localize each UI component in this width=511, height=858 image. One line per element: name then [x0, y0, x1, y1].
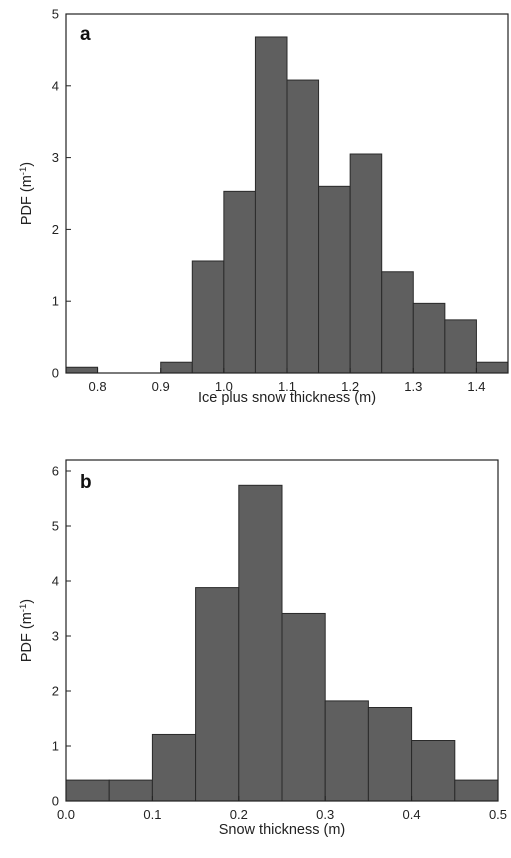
y-tick-label: 4: [52, 574, 59, 589]
y-axis-label-main: PDF (m: [19, 175, 35, 225]
y-tick-label: 0: [52, 794, 59, 809]
histogram-bar: [223, 190, 256, 374]
histogram-bar: [65, 366, 99, 374]
panel-letter: b: [80, 472, 92, 493]
histogram-bar: [254, 36, 288, 374]
x-axis-label: Snow thickness (m): [219, 822, 346, 838]
y-tick-label: 1: [52, 739, 59, 754]
histogram-bar: [160, 361, 193, 374]
histogram-bar: [65, 779, 110, 802]
histogram-bar: [454, 779, 499, 802]
x-axis-label: Ice plus snow thickness (m): [198, 390, 376, 406]
y-axis-label-superscript: -1: [18, 167, 29, 175]
x-tick-label: 0.5: [489, 807, 507, 822]
histogram-bar: [324, 700, 369, 802]
x-tick-label: 1.3: [404, 379, 422, 394]
histogram-bar: [281, 612, 326, 802]
panel-a: 0 1 2 3 4 5 0.8 0.9 1.0 1.1 1.2 1.3 1.4 Ice plus snow…: [18, 7, 509, 406]
y-tick-label: 2: [52, 684, 59, 699]
x-tick-label: 1.4: [467, 379, 485, 394]
histogram-bar: [412, 302, 446, 374]
histogram-bar: [349, 153, 383, 374]
histogram-bar: [191, 260, 225, 374]
histogram-bar: [286, 79, 320, 374]
histogram-bar: [475, 361, 509, 374]
histogram-bar: [411, 740, 456, 802]
y-tick-label: 2: [52, 222, 59, 237]
y-axis-label-superscript: -1: [18, 604, 29, 612]
x-tick-label: 0.0: [57, 807, 75, 822]
y-tick-label: 5: [52, 7, 59, 22]
panel-b: 0 1 2 3 4 5 6 0.0 0.1 0.2 0.3 0.4 0.5 Snow thickness …: [18, 459, 507, 838]
histogram-bar: [381, 271, 414, 374]
panel-letter: a: [80, 24, 91, 45]
histogram-bar: [444, 319, 477, 374]
x-tick-label: 0.3: [316, 807, 334, 822]
y-axis-label-close: ): [19, 599, 35, 604]
plot-frame: [65, 459, 499, 802]
y-tick-label: 4: [52, 78, 59, 93]
x-tick-label: 0.9: [152, 379, 170, 394]
histogram-bar: [108, 779, 153, 802]
x-tick-label: 0.8: [89, 379, 107, 394]
x-tick-label: 1.0: [215, 379, 233, 394]
x-tick-label: 0.4: [403, 807, 421, 822]
y-axis-label-close: ): [19, 162, 35, 167]
x-tick-label: 0.1: [143, 807, 161, 822]
y-tick-label: 3: [52, 150, 59, 165]
y-tick-label: 0: [52, 366, 59, 381]
x-tick-label: 1.2: [341, 379, 359, 394]
histogram-bar: [367, 707, 413, 802]
y-axis-label: PDF (m-1): [18, 599, 35, 662]
y-tick-label: 3: [52, 629, 59, 644]
histogram-bar: [318, 185, 351, 374]
y-axis-label-main: PDF (m: [19, 612, 35, 662]
y-tick-label: 6: [52, 464, 59, 479]
x-tick-label: 0.2: [230, 807, 248, 822]
histogram-bar: [195, 587, 240, 802]
x-tick-label: 1.1: [278, 379, 296, 394]
y-axis-label: PDF (m-1): [18, 162, 35, 225]
histogram-bar: [238, 484, 283, 802]
y-tick-label: 1: [52, 294, 59, 309]
histogram-bar: [151, 733, 197, 802]
y-tick-label: 5: [52, 519, 59, 534]
